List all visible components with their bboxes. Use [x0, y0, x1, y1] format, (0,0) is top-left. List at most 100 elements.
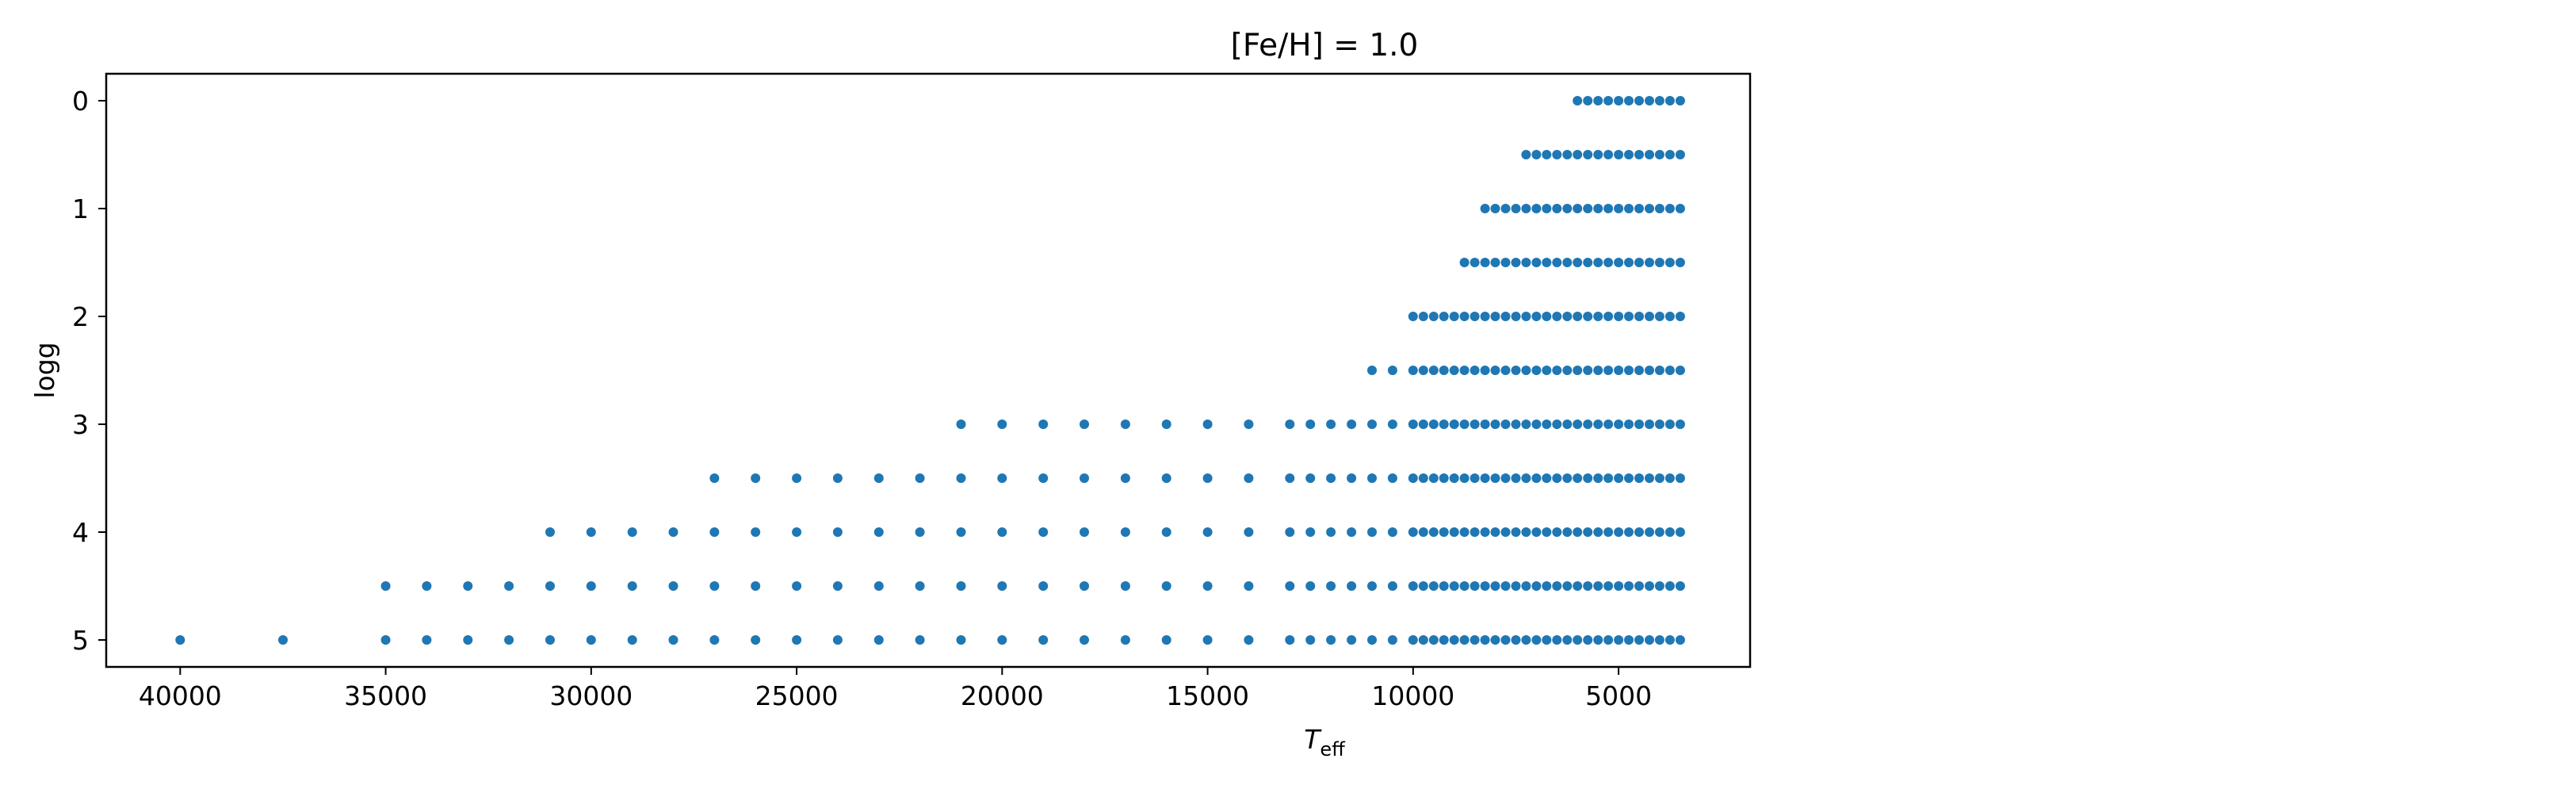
data-point — [1511, 366, 1521, 375]
x-axis-label-main: T — [1304, 724, 1322, 755]
data-point — [1038, 527, 1049, 537]
data-point — [1634, 312, 1644, 321]
data-point — [1593, 366, 1603, 375]
data-point — [175, 635, 185, 645]
data-point — [1603, 204, 1614, 213]
data-point — [278, 635, 288, 645]
data-point — [997, 635, 1007, 645]
data-point — [1593, 96, 1603, 105]
data-point — [1449, 581, 1459, 591]
data-point — [1347, 527, 1357, 537]
data-point — [1202, 635, 1213, 645]
y-tick-label: 0 — [72, 86, 89, 117]
data-point — [1634, 258, 1644, 267]
data-point — [1664, 635, 1675, 645]
data-point — [956, 581, 966, 591]
data-point — [1387, 527, 1397, 537]
data-point — [1531, 635, 1542, 645]
data-point — [1511, 473, 1521, 483]
data-point — [1161, 581, 1171, 591]
data-point — [1521, 150, 1531, 159]
data-point — [1531, 204, 1542, 213]
data-point — [1542, 150, 1552, 159]
data-point — [1603, 527, 1614, 537]
data-point — [1202, 473, 1213, 483]
data-point — [1202, 419, 1213, 429]
data-point — [1645, 473, 1654, 483]
data-point — [1038, 419, 1049, 429]
data-point — [1573, 419, 1583, 429]
data-point — [1542, 635, 1552, 645]
data-point — [1645, 419, 1654, 429]
y-tick-label: 3 — [72, 409, 89, 440]
data-point — [1244, 527, 1254, 537]
data-point — [1347, 635, 1357, 645]
data-point — [1614, 635, 1624, 645]
data-point — [1645, 204, 1654, 213]
data-point — [1645, 312, 1654, 321]
data-point — [1326, 581, 1336, 591]
data-point — [1603, 150, 1614, 159]
data-point — [1080, 581, 1089, 591]
data-point — [1654, 419, 1664, 429]
data-point — [1470, 635, 1480, 645]
data-point — [1387, 581, 1397, 591]
data-point — [1459, 473, 1470, 483]
x-tick-label: 30000 — [549, 680, 633, 711]
data-point — [709, 473, 720, 483]
data-point — [1387, 366, 1397, 375]
x-tick-label: 15000 — [1166, 680, 1249, 711]
data-point — [1521, 473, 1531, 483]
data-point — [1490, 204, 1500, 213]
data-point — [1675, 527, 1685, 537]
data-point — [1428, 419, 1439, 429]
data-point — [1244, 635, 1254, 645]
data-point — [1387, 419, 1397, 429]
data-point — [1305, 581, 1316, 591]
data-point — [1511, 312, 1521, 321]
data-point — [1080, 527, 1089, 537]
data-point — [1675, 473, 1685, 483]
data-point — [1542, 312, 1552, 321]
data-point — [1552, 258, 1562, 267]
data-point — [1654, 258, 1664, 267]
data-point — [1583, 204, 1593, 213]
y-axis-label: logg — [29, 342, 60, 398]
data-point — [627, 527, 637, 537]
data-point — [1614, 204, 1624, 213]
data-point — [792, 635, 802, 645]
data-point — [463, 581, 473, 591]
data-point — [1480, 527, 1490, 537]
data-point — [709, 527, 720, 537]
data-point — [1603, 96, 1614, 105]
data-point — [1675, 258, 1685, 267]
data-point — [1573, 366, 1583, 375]
plot-frame — [105, 72, 1752, 668]
data-point — [1593, 312, 1603, 321]
data-point — [1675, 366, 1685, 375]
data-point — [1552, 527, 1562, 537]
data-point — [1634, 419, 1644, 429]
data-point — [915, 527, 925, 537]
data-point — [792, 527, 802, 537]
data-point — [1552, 366, 1562, 375]
data-point — [1439, 473, 1449, 483]
data-point — [1480, 635, 1490, 645]
data-point — [1459, 635, 1470, 645]
data-point — [1645, 258, 1654, 267]
data-point — [1654, 96, 1664, 105]
data-point — [1120, 473, 1130, 483]
data-point — [1654, 635, 1664, 645]
data-point — [1624, 527, 1634, 537]
data-point — [915, 473, 925, 483]
data-point — [915, 581, 925, 591]
data-point — [1531, 419, 1542, 429]
data-point — [873, 635, 884, 645]
data-point — [956, 527, 966, 537]
data-point — [1305, 473, 1316, 483]
data-point — [1459, 366, 1470, 375]
data-point — [1470, 419, 1480, 429]
data-point — [1387, 635, 1397, 645]
data-point — [1490, 312, 1500, 321]
